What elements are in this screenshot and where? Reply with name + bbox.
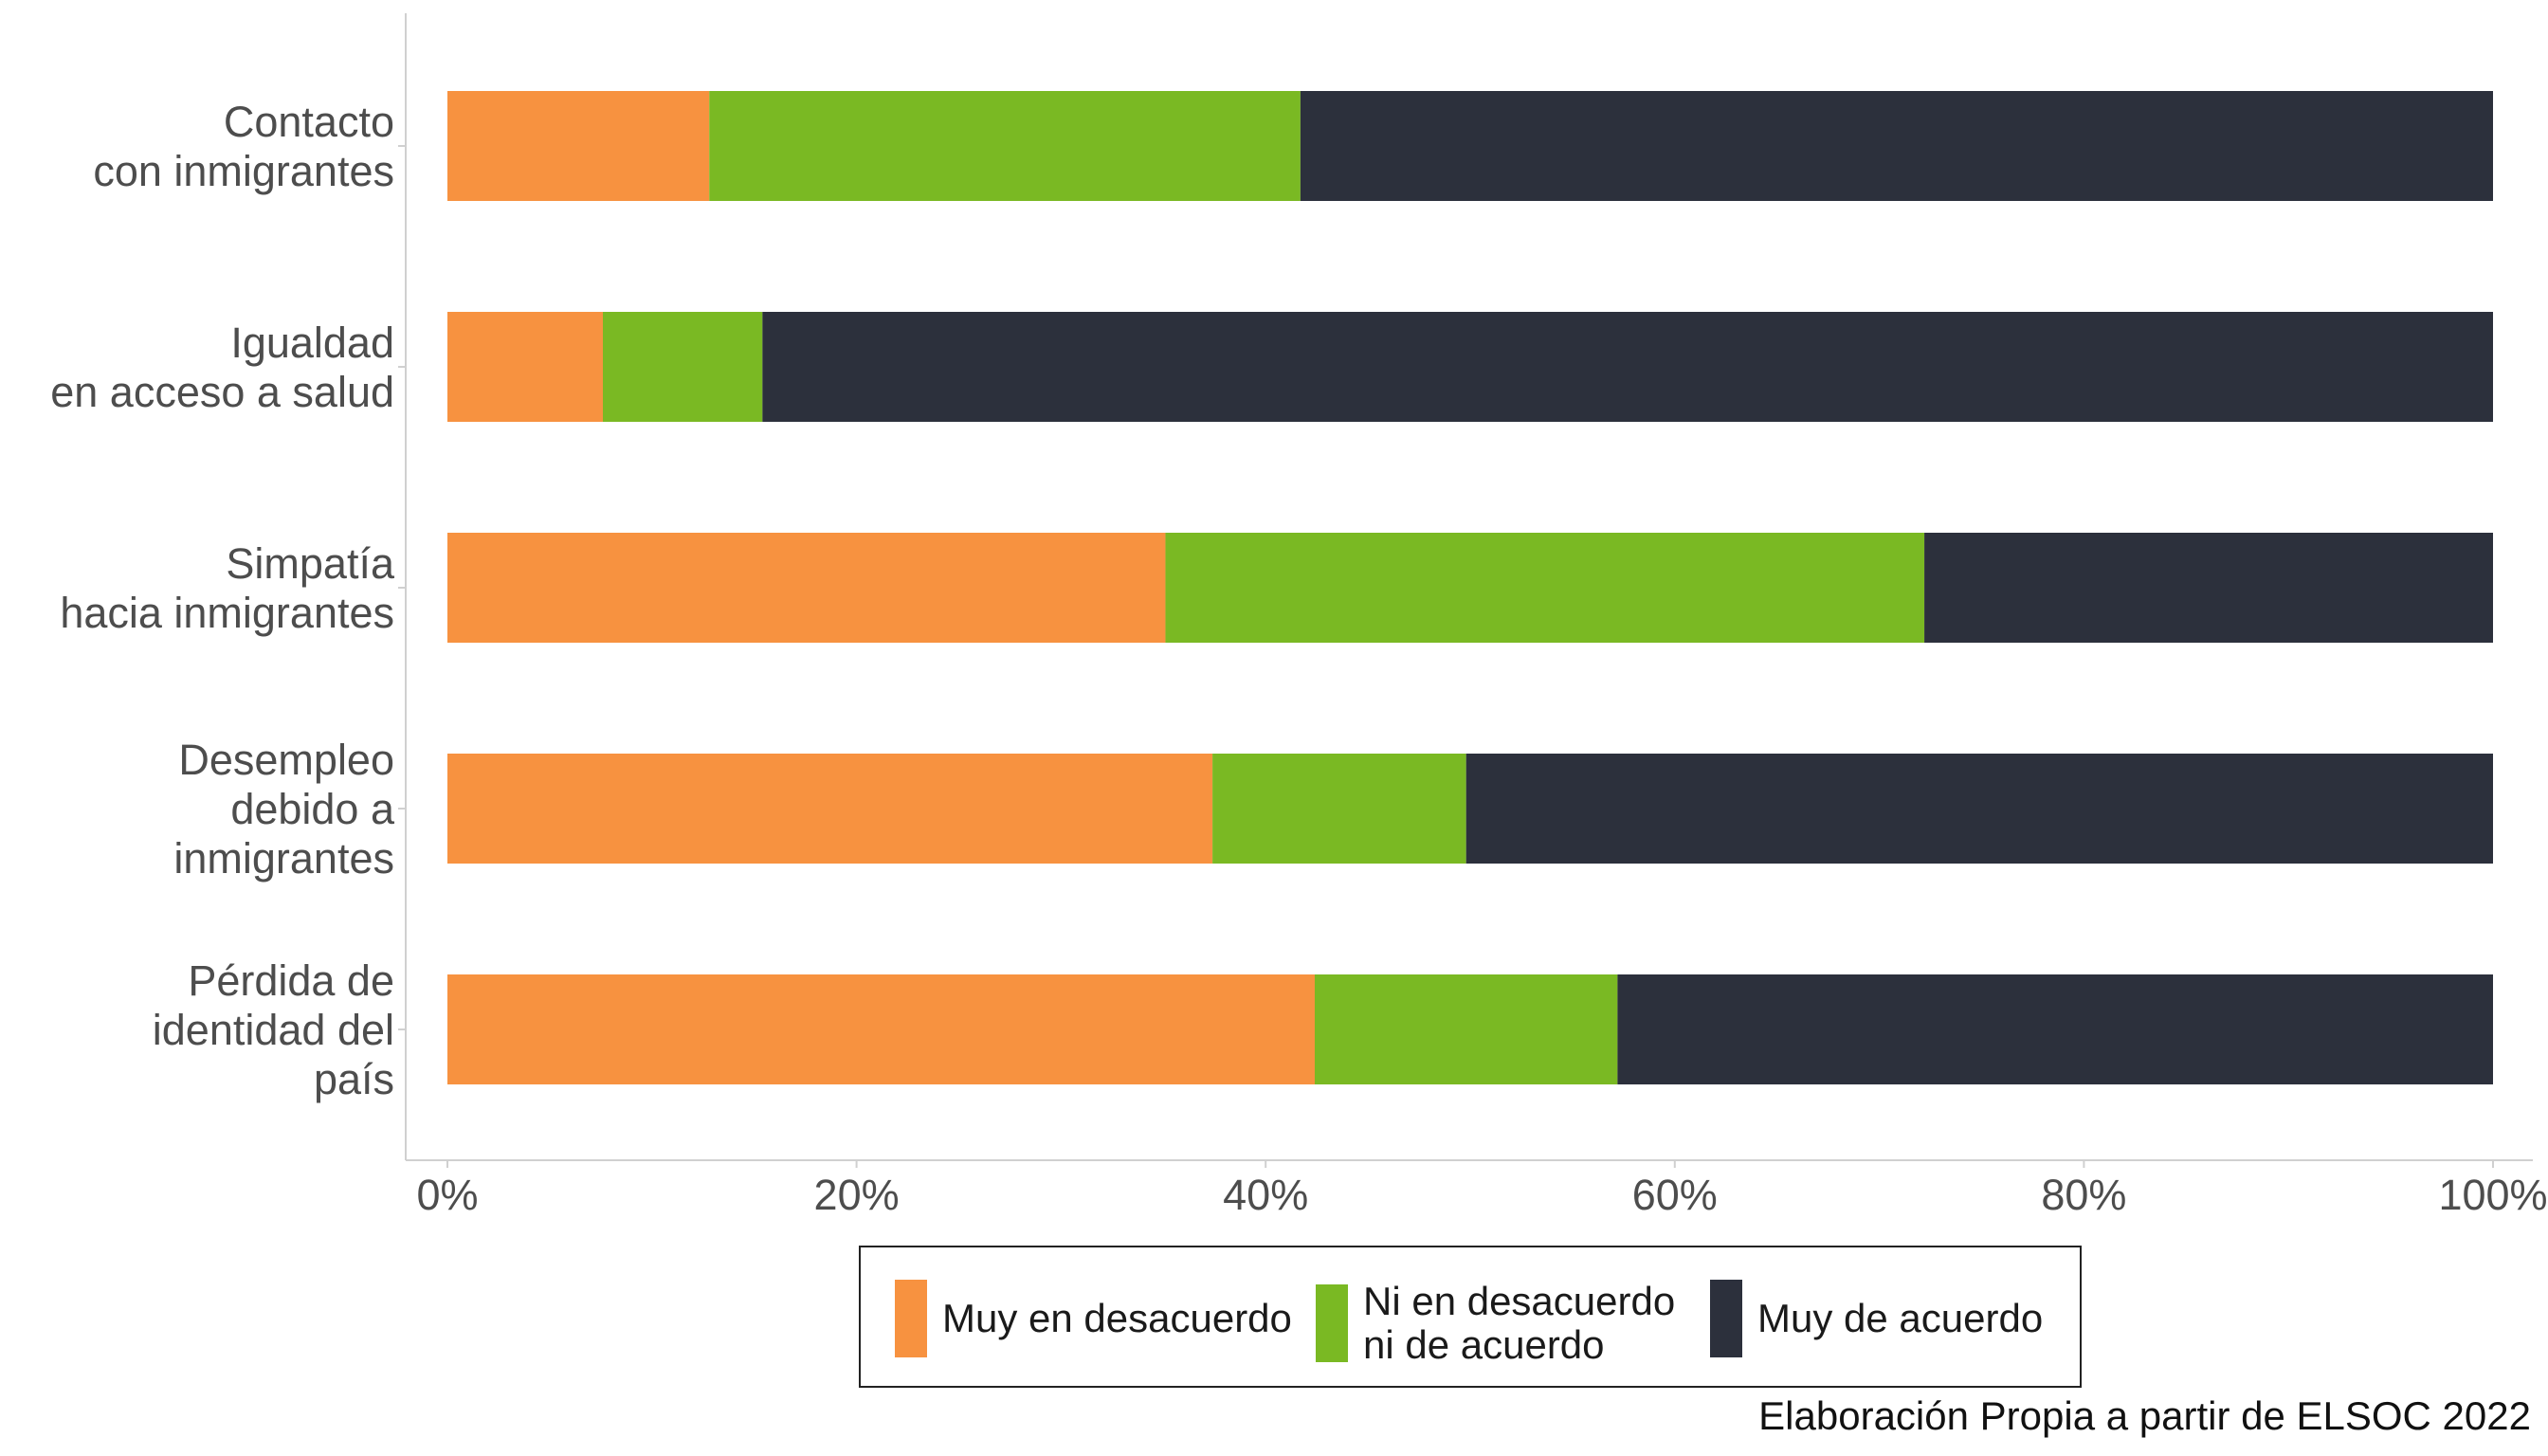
bar-segment: [1924, 533, 2493, 643]
x-tick-labels: 0% 20% 40% 60% 80% 100%: [416, 1171, 2547, 1219]
legend: Muy en desacuerdo Ni en desacuerdo ni de…: [859, 1246, 2082, 1388]
bar-segment: [1212, 754, 1466, 864]
bar-segment: [603, 312, 763, 422]
bar-segment: [447, 312, 604, 422]
bar-segment: [1617, 974, 2493, 1084]
x-tick-label: 60%: [1632, 1171, 1718, 1219]
category-label: Desempleo debido a inmigrantes: [173, 736, 395, 883]
legend-swatch: [1316, 1284, 1348, 1362]
axes: [398, 13, 2533, 1168]
x-tick-label: 20%: [814, 1171, 900, 1219]
category-label: Igualdad en acceso a salud: [50, 318, 394, 416]
legend-swatch: [895, 1280, 927, 1357]
bar-segment: [762, 312, 2493, 422]
category-label: Contacto con inmigrantes: [93, 98, 394, 195]
x-tick-label: 0%: [416, 1171, 478, 1219]
chart-caption: Elaboración Propia a partir de ELSOC 202…: [1758, 1393, 2531, 1438]
category-label: Simpatía hacia inmigrantes: [60, 539, 395, 637]
x-tick-label: 100%: [2438, 1171, 2547, 1219]
bar-segment: [447, 533, 1166, 643]
legend-swatch: [1710, 1280, 1742, 1357]
legend-label: Muy en desacuerdo: [942, 1296, 1292, 1340]
x-tick-label: 40%: [1223, 1171, 1308, 1219]
bar-segment: [1165, 533, 1925, 643]
legend-item-muy-de-acuerdo: Muy de acuerdo: [1710, 1280, 2043, 1357]
legend-label: Muy de acuerdo: [1757, 1296, 2044, 1340]
bar-segment: [447, 754, 1213, 864]
legend-item-neutral: Ni en desacuerdo ni de acuerdo: [1316, 1280, 1675, 1367]
bar-segment: [447, 974, 1315, 1084]
bars: [447, 91, 2493, 1084]
legend-item-muy-en-desacuerdo: Muy en desacuerdo: [895, 1280, 1292, 1357]
x-tick-label: 80%: [2041, 1171, 2126, 1219]
bar-segment: [1314, 974, 1618, 1084]
bar-segment: [1300, 91, 2493, 201]
bar-segment: [1465, 754, 2493, 864]
category-label: Pérdida de identidad del país: [153, 956, 394, 1103]
category-labels: Contacto con inmigrantes Igualdad en acceso…: [50, 98, 395, 1103]
bar-segment: [447, 91, 710, 201]
legend-label: Ni en desacuerdo ni de acuerdo: [1363, 1279, 1676, 1367]
bar-segment: [709, 91, 1301, 201]
